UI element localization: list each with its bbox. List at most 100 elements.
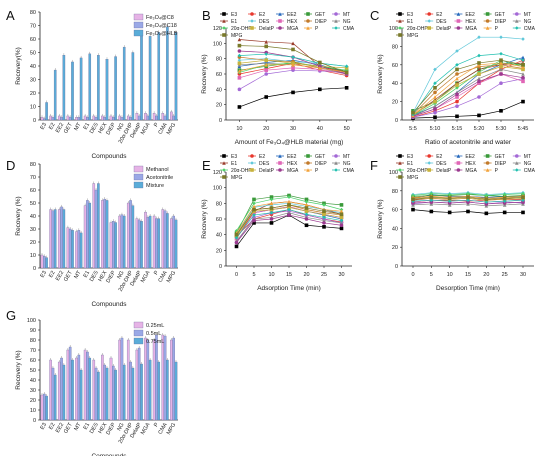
- data-point: [269, 197, 274, 202]
- data-point: [502, 201, 507, 205]
- data-point: [466, 191, 470, 196]
- data-point: [477, 35, 481, 39]
- bar: [157, 361, 161, 421]
- bar: [103, 364, 106, 421]
- data-point: [237, 53, 242, 58]
- data-point: [264, 40, 269, 44]
- y-tick-label: 40: [392, 81, 398, 87]
- data-point: [521, 202, 525, 206]
- legend-swatch: [133, 173, 144, 181]
- bar: [112, 117, 115, 121]
- x-tick-label: MGA: [140, 270, 152, 284]
- data-point: [304, 197, 309, 202]
- bar: [97, 183, 100, 269]
- bar: [83, 349, 87, 421]
- data-point: [322, 209, 326, 213]
- data-point: [234, 240, 239, 245]
- y-axis-label: Recovery (%): [201, 54, 208, 93]
- bar: [122, 364, 126, 421]
- data-point: [499, 61, 503, 65]
- panel-letter: G: [6, 308, 16, 323]
- legend-marker: [278, 12, 282, 16]
- bar: [129, 117, 132, 121]
- data-point: [252, 213, 256, 217]
- data-point: [484, 211, 489, 216]
- x-axis-label: Compounds: [91, 153, 127, 160]
- data-point: [237, 58, 242, 62]
- x-tick-label: DES: [89, 270, 100, 283]
- series-line: [412, 62, 524, 116]
- legend-label: 20α-DHP: [407, 26, 428, 32]
- y-axis-label: Recovery (%): [377, 54, 384, 93]
- legend-label: Acetonitrile: [146, 175, 173, 181]
- y-tick-label: 40: [30, 214, 36, 220]
- legend-label: MT: [343, 154, 350, 160]
- legend-label: Methanol: [146, 167, 169, 173]
- series-line: [412, 73, 524, 117]
- data-point: [264, 95, 269, 99]
- legend-label: 20α-DHP: [231, 26, 252, 32]
- data-point: [339, 203, 344, 207]
- x-tick-label: MT: [73, 121, 82, 131]
- x-tick-label: DIEP: [105, 270, 117, 284]
- panel-letter: C: [370, 8, 379, 23]
- y-tick-label: 100: [389, 26, 398, 32]
- data-point: [269, 195, 274, 199]
- bar: [152, 339, 156, 421]
- legend-marker: [334, 154, 338, 158]
- bar: [53, 209, 57, 269]
- bar: [105, 367, 109, 421]
- bar: [166, 26, 169, 121]
- data-point: [429, 191, 434, 196]
- x-tick-label: EE2: [55, 122, 65, 134]
- legend-label: HEX: [465, 19, 476, 25]
- data-point: [477, 53, 481, 58]
- y-tick-label: 60: [392, 63, 398, 69]
- x-tick-label: MGA: [140, 422, 152, 436]
- bar: [157, 218, 161, 269]
- y-tick-label: 60: [30, 188, 36, 194]
- legend-marker: [278, 26, 282, 30]
- x-tick-label: 15: [286, 272, 292, 278]
- bar: [103, 117, 106, 121]
- legend-marker: [427, 19, 431, 23]
- data-point: [411, 201, 415, 205]
- data-point: [291, 66, 295, 70]
- data-point: [264, 63, 269, 67]
- data-point: [237, 61, 242, 66]
- data-point: [237, 69, 242, 73]
- panel-letter: B: [202, 8, 211, 23]
- data-point: [252, 204, 256, 209]
- y-tick-label: 20: [30, 91, 36, 97]
- legend-marker: [334, 161, 338, 165]
- x-tick-label: 5:20: [474, 126, 485, 132]
- legend-label: 0.75mL: [146, 339, 164, 345]
- data-point: [264, 72, 269, 76]
- legend-label: E2: [259, 154, 265, 160]
- bar: [75, 357, 78, 421]
- data-point: [237, 43, 242, 48]
- x-tick-label: MPG: [166, 422, 177, 436]
- y-tick-label: 20: [216, 103, 222, 109]
- data-point: [477, 67, 481, 72]
- data-point: [344, 64, 349, 69]
- x-tick-label: 5:10: [430, 126, 441, 132]
- legend-label: NG: [343, 161, 351, 167]
- y-tick-label: 100: [213, 186, 222, 192]
- data-point: [521, 67, 525, 72]
- data-point: [322, 221, 326, 225]
- data-point: [291, 41, 295, 46]
- data-point: [502, 210, 507, 215]
- legend-marker: [398, 175, 402, 179]
- bar: [137, 347, 141, 421]
- y-tick-label: 40: [392, 226, 398, 232]
- y-tick-label: 20: [392, 100, 398, 106]
- legend-label: 20α-DHP: [231, 168, 252, 174]
- x-tick-label: EE2: [55, 422, 65, 434]
- y-axis-label: Recovery (%): [377, 199, 384, 238]
- legend-label: MPG: [231, 33, 243, 39]
- bar: [157, 32, 161, 121]
- legend-marker: [278, 154, 282, 158]
- data-point: [477, 113, 481, 118]
- data-point: [433, 99, 437, 104]
